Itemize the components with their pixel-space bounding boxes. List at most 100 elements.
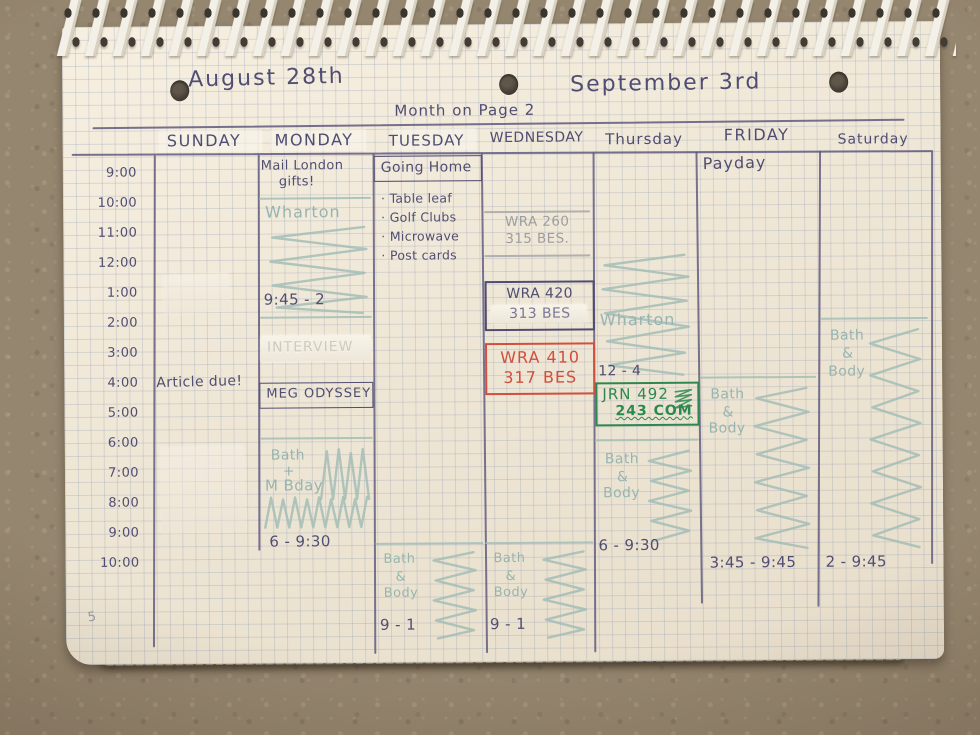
list-item: Post cards xyxy=(381,245,459,265)
scribble xyxy=(432,551,478,640)
scribble xyxy=(264,495,369,529)
friday-bath-time: 3:45 - 9:45 xyxy=(709,552,797,572)
tuesday-bath-line3: Body xyxy=(383,585,419,601)
monday-bath-line1: Bath xyxy=(270,447,305,464)
notebook-page: August 28th September 3rd Month on Page … xyxy=(61,20,945,666)
friday-bath-line2: & xyxy=(722,404,734,421)
column-line xyxy=(817,150,822,607)
month-note: Month on Page 2 xyxy=(394,100,536,120)
event-top-line xyxy=(485,541,594,545)
list-item: Golf Clubs xyxy=(381,207,459,227)
time-label: 1:00 xyxy=(106,285,138,301)
thursday-bath-time: 6 - 9:30 xyxy=(598,535,660,555)
scribble xyxy=(674,388,693,409)
day-header-wednesday: WEDNESDAY xyxy=(489,129,584,147)
monday-meg-box: MEG ODYSSEY xyxy=(259,381,374,409)
time-label: 7:00 xyxy=(108,465,139,481)
scribble xyxy=(647,449,693,543)
day-header-friday: FRIDAY xyxy=(723,124,790,145)
event-top-line xyxy=(819,317,928,320)
tuesday-bath-line2: & xyxy=(395,569,407,585)
scribble xyxy=(753,386,811,550)
scribble xyxy=(542,550,588,639)
punch-hole xyxy=(170,80,190,102)
event-top-line xyxy=(594,438,699,442)
column-line xyxy=(152,155,156,648)
wed-class3-line1: WRA 410 xyxy=(500,347,581,368)
list-item: Table leaf xyxy=(381,188,459,208)
monday-bath-time: 6 - 9:30 xyxy=(269,532,331,551)
wed-class3-box: WRA 410 317 BES xyxy=(485,342,596,396)
monday-note-line1: Mail London xyxy=(260,158,344,174)
list-item: Microwave xyxy=(381,226,459,246)
whiteout-strip: INTERVIEW xyxy=(260,334,372,362)
monday-note-line2: gifts! xyxy=(278,174,315,190)
wed-class1-line1: WRA 260 xyxy=(504,213,570,230)
thursday-wharton-label: Wharton xyxy=(599,309,676,330)
time-label: 6:00 xyxy=(107,435,139,451)
time-label: 3:00 xyxy=(107,345,139,361)
wed-class2-line1: WRA 420 xyxy=(506,285,573,302)
thursday-bath-line3: Body xyxy=(602,485,641,502)
spiral-binding xyxy=(56,0,956,56)
day-header-monday: MONDAY xyxy=(274,130,354,150)
time-label: 10:00 xyxy=(97,195,138,211)
day-header-sunday: SUNDAY xyxy=(166,130,242,151)
event-top-line xyxy=(260,436,373,440)
column-line xyxy=(931,150,934,565)
day-header-tuesday: TUESDAY xyxy=(388,131,465,150)
sunday-note: Article due! xyxy=(156,373,243,392)
time-label: 10:00 xyxy=(100,555,140,571)
saturday-bath-time: 2 - 9:45 xyxy=(825,552,887,571)
day-header-saturday: Saturday xyxy=(837,131,909,148)
time-label: 2:00 xyxy=(107,315,138,331)
event-top-line xyxy=(375,542,484,545)
whiteout-patch xyxy=(159,445,247,534)
thursday-bath-line2: & xyxy=(616,469,629,486)
tuesday-packing-list: Table leaf Golf Clubs Microwave Post car… xyxy=(381,188,459,265)
scribble xyxy=(269,225,368,315)
page-number: 5 xyxy=(86,609,98,626)
punch-hole xyxy=(829,71,849,93)
event-bottom-line xyxy=(259,315,372,319)
time-label: 5:00 xyxy=(107,405,139,421)
wed-bath-line2: & xyxy=(505,568,517,584)
saturday-bath-line1: Bath xyxy=(829,327,865,344)
hidden-interview-text: INTERVIEW xyxy=(266,339,354,356)
whiteout-patch xyxy=(162,272,231,314)
scribble xyxy=(868,327,923,549)
scribble xyxy=(601,253,691,376)
friday-bath-line3: Body xyxy=(708,420,746,437)
wed-bath-line3: Body xyxy=(493,584,529,601)
event-top-line xyxy=(258,196,371,200)
wed-class3-line2: 317 BES xyxy=(503,367,578,387)
day-header-thursday: Thursday xyxy=(605,129,684,149)
scribble xyxy=(319,447,371,501)
wed-bath-line1: Bath xyxy=(493,550,526,567)
time-label: 9:00 xyxy=(105,165,137,181)
column-line xyxy=(257,154,261,551)
time-label: 9:00 xyxy=(108,525,140,541)
saturday-bath-line3: Body xyxy=(828,363,866,380)
week-end-date: September 3rd xyxy=(570,69,762,98)
tuesday-title-box: Going Home xyxy=(373,155,482,182)
thursday-bath-line1: Bath xyxy=(604,451,640,468)
punch-hole xyxy=(499,73,519,96)
wed-class2-line2: 313 BES xyxy=(509,305,571,322)
thursday-jrn-box: JRN 492 243 COM xyxy=(595,381,700,427)
wed-class2-box: WRA 420 313 BES xyxy=(484,280,595,332)
wed-class1-line2: 315 BES. xyxy=(505,230,570,247)
monday-wharton-time: 9:45 - 2 xyxy=(263,290,326,309)
friday-payday-note: Payday xyxy=(702,152,767,174)
time-label: 8:00 xyxy=(108,495,140,511)
tuesday-bath-time: 9 - 1 xyxy=(379,615,417,634)
tuesday-title: Going Home xyxy=(380,159,472,176)
saturday-bath-line2: & xyxy=(842,345,854,362)
event-top-line xyxy=(700,375,817,379)
pencil-line xyxy=(484,254,591,258)
tuesday-bath-line1: Bath xyxy=(383,551,416,567)
monday-meg-label: MEG ODYSSEY xyxy=(266,385,372,402)
time-label: 4:00 xyxy=(107,375,139,391)
time-label: 12:00 xyxy=(97,255,138,271)
